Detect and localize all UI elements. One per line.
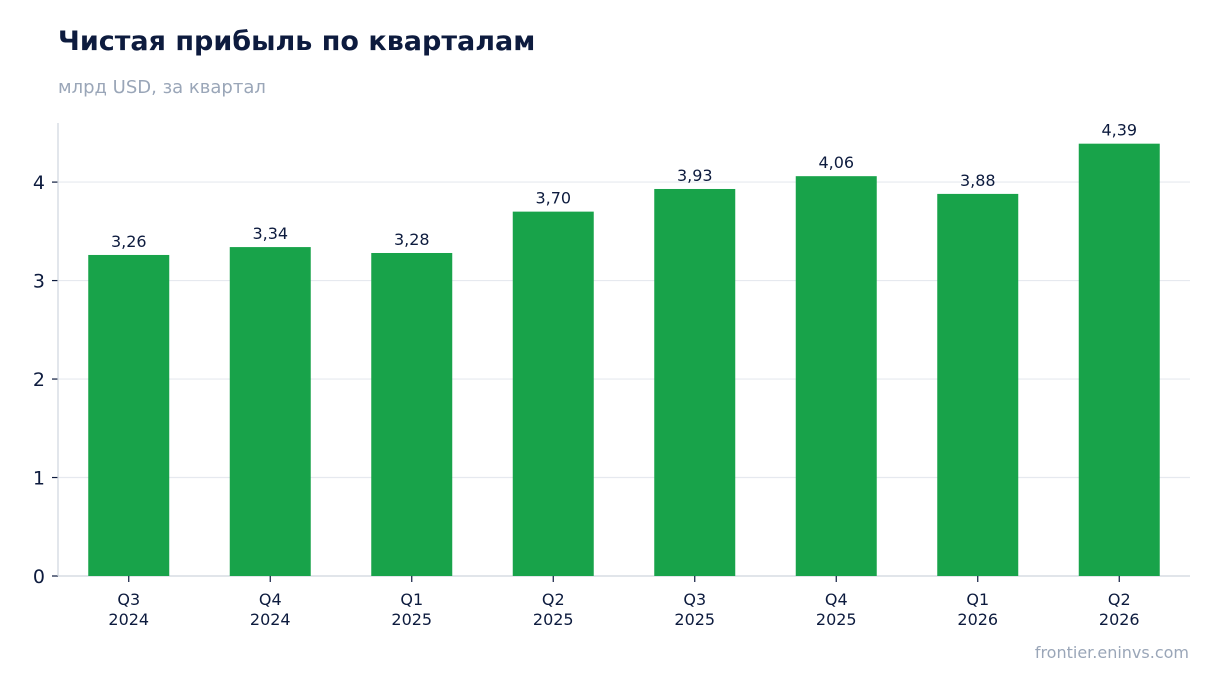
x-tick-label-quarter: Q4: [259, 590, 282, 609]
data-label: 3,93: [677, 166, 713, 185]
x-tick-label-quarter: Q1: [966, 590, 989, 609]
x-tick-label-quarter: Q4: [825, 590, 848, 609]
data-label: 3,70: [535, 189, 571, 208]
x-tick-label-quarter: Q2: [542, 590, 565, 609]
x-tick-label-year: 2024: [108, 610, 149, 629]
x-tick-label-year: 2026: [957, 610, 998, 629]
x-tick-label-year: 2025: [391, 610, 432, 629]
bar: [229, 247, 311, 576]
data-label: 3,88: [960, 171, 996, 190]
data-label: 3,28: [394, 230, 430, 249]
bar: [88, 254, 170, 576]
bar: [795, 176, 877, 576]
data-label: 3,34: [252, 224, 288, 243]
x-tick-label-quarter: Q3: [683, 590, 706, 609]
y-tick-label: 4: [33, 172, 45, 194]
bar: [371, 252, 453, 576]
data-label: 4,39: [1101, 121, 1137, 140]
bar: [512, 211, 594, 576]
x-tick-label-year: 2025: [816, 610, 857, 629]
y-tick-label: 2: [33, 369, 45, 391]
y-tick-label: 3: [33, 271, 45, 293]
x-tick-label-quarter: Q3: [117, 590, 140, 609]
source-label: frontier.eninvs.com: [1034, 643, 1189, 662]
data-label: 4,06: [818, 153, 854, 172]
bar: [937, 193, 1019, 576]
bar: [654, 188, 736, 576]
x-tick-label-year: 2024: [250, 610, 291, 629]
bar: [1078, 143, 1160, 577]
y-tick-label: 0: [33, 566, 45, 588]
x-tick-label-year: 2026: [1099, 610, 1140, 629]
x-tick-label-year: 2025: [533, 610, 574, 629]
x-tick-label-quarter: Q1: [400, 590, 423, 609]
chart-title: Чистая прибыль по кварталам: [58, 26, 536, 57]
chart-subtitle: млрд USD, за квартал: [58, 77, 266, 98]
data-label: 3,26: [111, 232, 147, 251]
y-tick-label: 1: [33, 468, 45, 490]
x-tick-label-year: 2025: [674, 610, 715, 629]
x-tick-label-quarter: Q2: [1108, 590, 1131, 609]
